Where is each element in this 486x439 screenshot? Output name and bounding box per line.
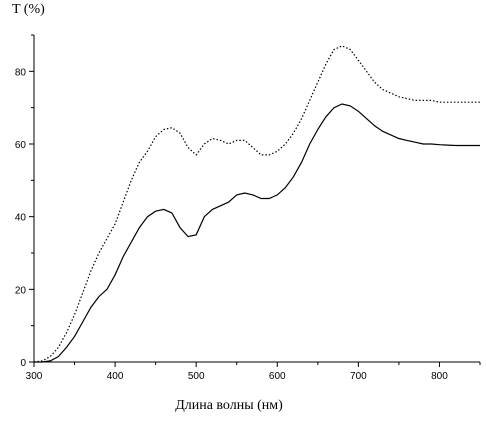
- y-tick-label: 80: [15, 67, 27, 78]
- solid-transmission-line: [34, 103, 480, 363]
- x-tick-label: 500: [188, 371, 205, 382]
- x-tick-label: 400: [107, 371, 124, 382]
- axes: [33, 35, 480, 363]
- x-tick-label: 700: [350, 371, 367, 382]
- series-group: [33, 45, 480, 363]
- x-tick-label: 300: [26, 371, 43, 382]
- y-axis-label: T (%): [12, 2, 45, 17]
- y-tick-label: 20: [15, 285, 27, 296]
- y-tick-label: 0: [20, 358, 26, 369]
- x-tick-label: 600: [269, 371, 286, 382]
- x-axis-label: Длина волны (нм): [175, 398, 283, 413]
- dotted-transmission-line: [33, 45, 480, 363]
- x-tick-label: 800: [431, 371, 448, 382]
- y-tick-label: 40: [15, 213, 27, 224]
- y-tick-label: 60: [15, 140, 27, 151]
- ticks: 300 400 500 600 700 800 0 20 40 60 80: [15, 34, 481, 382]
